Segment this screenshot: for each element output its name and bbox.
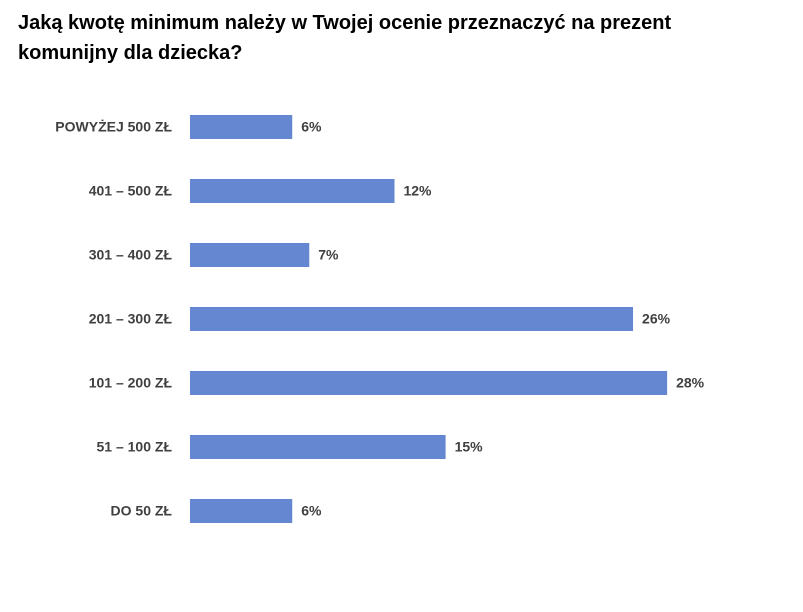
bar bbox=[190, 499, 293, 523]
value-label: 6% bbox=[301, 503, 322, 519]
category-label: POWYŻEJ 500 ZŁ bbox=[55, 119, 172, 135]
bar bbox=[190, 307, 634, 331]
category-label: DO 50 ZŁ bbox=[111, 503, 173, 519]
category-label: 101 – 200 ZŁ bbox=[89, 375, 173, 391]
value-label: 26% bbox=[642, 311, 671, 327]
value-label: 12% bbox=[403, 183, 432, 199]
category-label: 51 – 100 ZŁ bbox=[97, 439, 173, 455]
value-label: 15% bbox=[455, 439, 484, 455]
bar bbox=[190, 243, 310, 267]
value-label: 28% bbox=[676, 375, 705, 391]
bar bbox=[190, 371, 668, 395]
bar bbox=[190, 435, 446, 459]
chart-title: Jaką kwotę minimum należy w Twojej oceni… bbox=[18, 12, 672, 64]
category-label: 201 – 300 ZŁ bbox=[89, 311, 173, 327]
category-label: 301 – 400 ZŁ bbox=[89, 247, 173, 263]
bar bbox=[190, 179, 395, 203]
value-label: 7% bbox=[318, 247, 339, 263]
category-label: 401 – 500 ZŁ bbox=[89, 183, 173, 199]
bar bbox=[190, 115, 293, 139]
value-label: 6% bbox=[301, 119, 322, 135]
